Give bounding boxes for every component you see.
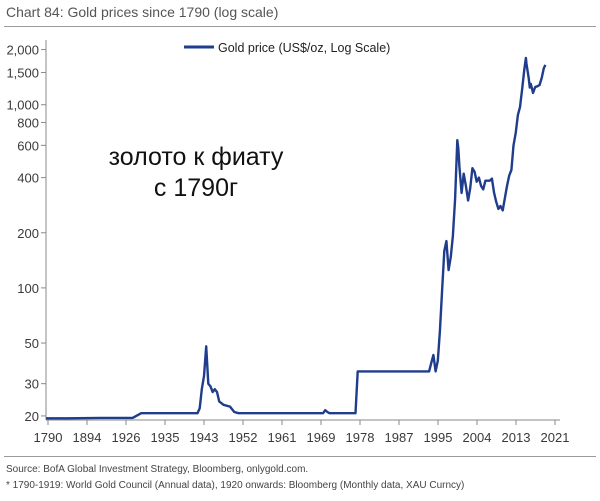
x-tick-label: 2021 xyxy=(541,430,570,445)
y-tick-label: 50 xyxy=(25,336,39,351)
bottom-divider xyxy=(4,456,596,457)
x-tick-label: 2013 xyxy=(502,430,531,445)
y-tick-label: 800 xyxy=(17,115,39,130)
y-tick-label: 1,500 xyxy=(6,65,39,80)
series-line-gold-price xyxy=(46,56,547,420)
y-tick-label: 30 xyxy=(25,377,39,392)
x-tick-label: 1978 xyxy=(346,430,375,445)
source-note: Source: BofA Global Investment Strategy,… xyxy=(6,462,464,494)
x-tick-label: 1952 xyxy=(229,430,258,445)
x-tick-label: 1935 xyxy=(151,430,180,445)
x-tick-label: 1894 xyxy=(73,430,102,445)
chart-title: Chart 84: Gold prices since 1790 (log sc… xyxy=(6,4,279,20)
overlay-text-line2: с 1790г xyxy=(154,174,238,202)
y-tick-label: 20 xyxy=(25,409,39,424)
top-divider xyxy=(4,26,596,27)
legend-label: Gold price (US$/oz, Log Scale) xyxy=(218,41,390,55)
x-axis-ticks: 1790 1894 1926 1935 1943 1952 1961 1969 1978 1987… xyxy=(34,420,570,445)
y-tick-label: 200 xyxy=(17,226,39,241)
overlay-text-line1: золото к фиату xyxy=(109,143,284,171)
x-tick-label: 1790 xyxy=(34,430,63,445)
y-tick-label: 600 xyxy=(17,138,39,153)
y-axis-ticks: 20 30 50 100 200 400 600 800 1,000 1,500 2,000 xyxy=(6,43,46,424)
source-line-1: Source: BofA Global Investment Strategy,… xyxy=(6,464,309,475)
y-tick-label: 2,000 xyxy=(6,43,39,58)
x-tick-label: 1961 xyxy=(268,430,297,445)
legend: Gold price (US$/oz, Log Scale) xyxy=(184,41,390,55)
x-tick-label: 1943 xyxy=(190,430,219,445)
axes xyxy=(45,40,560,421)
x-tick-label: 1969 xyxy=(307,430,336,445)
x-tick-label: 1995 xyxy=(424,430,453,445)
source-line-2: * 1790-1919: World Gold Council (Annual … xyxy=(6,480,465,491)
y-tick-label: 100 xyxy=(17,281,39,296)
x-tick-label: 2004 xyxy=(463,430,492,445)
x-tick-label: 1987 xyxy=(385,430,414,445)
y-tick-label: 400 xyxy=(17,171,39,186)
y-tick-label: 1,000 xyxy=(6,98,39,113)
x-tick-label: 1926 xyxy=(112,430,141,445)
